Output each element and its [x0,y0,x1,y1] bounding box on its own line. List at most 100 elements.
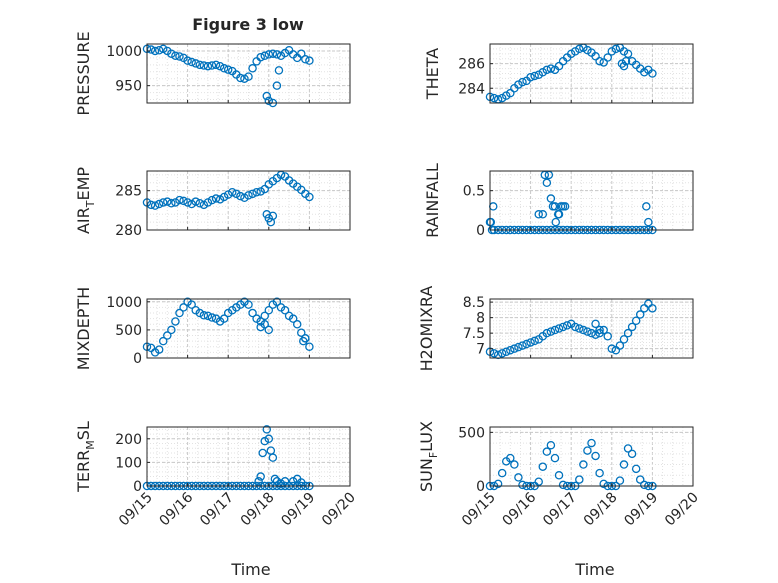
data-point [154,45,164,55]
data-point [301,55,310,64]
data-point [187,57,196,67]
data-point [621,56,631,66]
data-point [175,52,184,61]
data-point [558,480,568,490]
data-point [575,324,584,333]
y-tick-label: 286 [458,57,485,73]
y-axis-label: THETA [423,48,442,100]
x-tick-label: 09/17 [540,490,580,530]
data-point [167,199,176,208]
data-point [199,61,209,70]
y-tick-label: 0 [133,479,142,495]
data-point [175,195,184,205]
data-point [591,52,600,61]
y-tick-label: 100 [115,455,142,471]
data-point [623,444,633,453]
data-point [297,328,306,337]
data-point [158,336,168,346]
data-point [301,334,310,343]
data-point [187,300,196,309]
data-point [288,314,298,323]
data-point [171,51,180,61]
data-point [599,58,608,67]
data-point [619,61,629,71]
y-tick-label: 500 [115,323,142,339]
data-point [292,320,302,329]
data-point [150,201,160,210]
data-point [256,472,265,481]
axes-box [489,298,694,359]
data-point [518,341,527,350]
data-point [236,191,245,201]
data-point [575,44,584,54]
data-point [195,60,205,70]
data-point [264,325,274,335]
data-point [244,191,253,200]
panel-pressure: 950 1000 PRESSURE [74,31,351,116]
data-point [550,453,560,463]
data-point [272,50,282,59]
data-point [631,464,641,474]
data-point [506,345,515,355]
axes-box [146,170,351,231]
data-point [171,317,180,326]
data-point [619,460,629,469]
x-tick-label: 09/16 [157,489,197,529]
data-point [510,344,519,353]
data-point [579,460,588,469]
data-point [179,196,188,206]
y-tick-label: 7.5 [463,326,485,342]
panel-terr-msl: 0 100 200 TERRMSL 09/15 09/16 09/17 09/18 09/19 0… [74,421,359,529]
data-point [272,297,282,307]
axes-area [147,171,350,230]
x-tick-label: 09/20 [319,490,359,530]
data-point [268,453,278,462]
x-tick-label: 09/19 [278,490,318,530]
axes-area [490,171,693,230]
x-tick-label: 09/18 [238,490,278,530]
data-point [248,308,257,318]
panel-sun-flux: 0 500 SUNFLUX 09/15 09/16 09/17 09/18 09/19 09/2… [417,421,702,529]
data-point [280,477,290,486]
data-point [244,300,253,309]
data-point [648,69,657,78]
data-point [163,331,172,340]
data-point [627,322,637,332]
data-point [591,451,600,461]
axes-box [489,426,694,487]
data-point [258,448,267,458]
data-point [530,71,539,81]
data-point [486,217,496,227]
data-point [579,325,588,335]
data-point [648,304,657,313]
data-point [236,73,245,83]
data-point [627,449,637,459]
data-point [546,440,556,450]
data-point [191,59,200,68]
data-point [526,338,535,347]
data-point [248,64,257,73]
data-point [603,53,612,62]
data-point [195,308,205,318]
data-point [493,479,503,489]
data-point [595,468,604,478]
axes-box [146,43,351,104]
data-point [167,49,176,58]
data-point [599,325,608,335]
axes-box [146,298,351,359]
data-point [260,51,269,61]
data-point [183,198,192,207]
data-point [558,322,568,332]
axes-box [146,426,351,487]
y-axis-label: RAINFALL [423,163,442,238]
y-tick-label: 8 [476,311,485,327]
data-point [615,341,625,350]
data-point [522,339,531,349]
data-point [635,310,645,319]
data-point [223,65,233,74]
data-point [175,308,184,318]
y-tick-label: 0.5 [463,184,485,200]
data-point [274,66,284,75]
data-point [583,327,592,336]
